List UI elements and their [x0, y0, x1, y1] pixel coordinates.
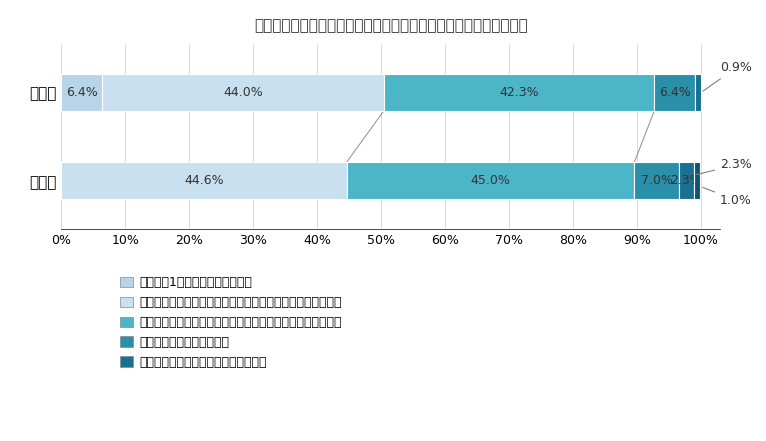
Bar: [695, 74, 701, 111]
Legend: 子どもが1人で学習計画を立てる, 子どもが主体で学習計画を立て、保護者がアドバイスをする, 保護者が主体で学習計画を立て、子どもの意見を取り入れる, 保護者が学: 子どもが1人で学習計画を立てる, 子どもが主体で学習計画を立て、保護者がアドバイ…: [120, 277, 342, 369]
Text: 7.0%: 7.0%: [640, 174, 673, 187]
Bar: [694, 162, 700, 199]
Text: 0.9%: 0.9%: [703, 61, 752, 91]
Text: 2.3%: 2.3%: [696, 158, 751, 175]
Bar: [634, 162, 679, 199]
Text: 44.6%: 44.6%: [184, 174, 224, 187]
Title: 夏休み中の学習計画について、計画はどのように立てる予定ですか: 夏休み中の学習計画について、計画はどのように立てる予定ですか: [254, 18, 528, 33]
Bar: [679, 162, 694, 199]
Bar: [102, 74, 384, 111]
Text: 44.0%: 44.0%: [223, 86, 263, 99]
Bar: [61, 74, 102, 111]
Bar: [384, 74, 654, 111]
Text: 1.0%: 1.0%: [703, 187, 752, 207]
Text: 45.0%: 45.0%: [470, 174, 510, 187]
Bar: [654, 74, 695, 111]
Bar: [61, 162, 346, 199]
Text: 2.3%: 2.3%: [670, 174, 702, 187]
Text: 6.4%: 6.4%: [66, 86, 97, 99]
Bar: [346, 162, 634, 199]
Text: 6.4%: 6.4%: [659, 86, 690, 99]
Text: 42.3%: 42.3%: [499, 86, 538, 99]
